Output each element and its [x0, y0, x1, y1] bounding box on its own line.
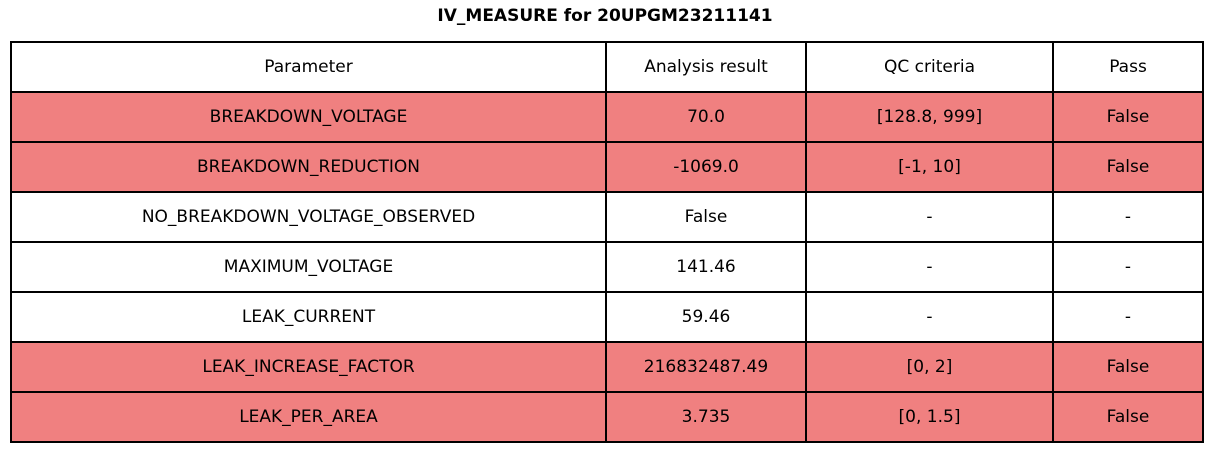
parameter-cell: LEAK_INCREASE_FACTOR	[10, 341, 607, 393]
qc-criteria-cell: [0, 1.5]	[805, 391, 1054, 443]
parameter-cell: BREAKDOWN_VOLTAGE	[10, 91, 607, 143]
pass-cell: -	[1052, 191, 1204, 243]
col-header-parameter: Parameter	[10, 41, 607, 93]
parameter-cell: LEAK_PER_AREA	[10, 391, 607, 443]
parameter-cell: MAXIMUM_VOLTAGE	[10, 241, 607, 293]
pass-cell: False	[1052, 91, 1204, 143]
qc-criteria-cell: -	[805, 241, 1054, 293]
analysis-result-cell: 70.0	[605, 91, 807, 143]
chart-title: IV_MEASURE for 20UPGM23211141	[437, 6, 773, 26]
pass-cell: False	[1052, 341, 1204, 393]
pass-cell: False	[1052, 391, 1204, 443]
analysis-result-cell: 59.46	[605, 291, 807, 343]
parameter-cell: BREAKDOWN_REDUCTION	[10, 141, 607, 193]
table-row: MAXIMUM_VOLTAGE 141.46 - -	[10, 241, 1204, 293]
analysis-result-cell: False	[605, 191, 807, 243]
parameter-cell: NO_BREAKDOWN_VOLTAGE_OBSERVED	[10, 191, 607, 243]
table-row: LEAK_CURRENT 59.46 - -	[10, 291, 1204, 343]
table-row: BREAKDOWN_VOLTAGE 70.0 [128.8, 999] Fals…	[10, 91, 1204, 143]
table-row: LEAK_PER_AREA 3.735 [0, 1.5] False	[10, 391, 1204, 443]
col-header-qc-criteria: QC criteria	[805, 41, 1054, 93]
qc-criteria-cell: -	[805, 191, 1054, 243]
pass-cell: -	[1052, 291, 1204, 343]
pass-cell: -	[1052, 241, 1204, 293]
parameter-cell: LEAK_CURRENT	[10, 291, 607, 343]
table-row: LEAK_INCREASE_FACTOR 216832487.49 [0, 2]…	[10, 341, 1204, 393]
qc-results-table: Parameter Analysis result QC criteria Pa…	[10, 41, 1204, 443]
col-header-analysis-result: Analysis result	[605, 41, 807, 93]
qc-criteria-cell: [0, 2]	[805, 341, 1054, 393]
analysis-result-cell: 141.46	[605, 241, 807, 293]
header-row: Parameter Analysis result QC criteria Pa…	[10, 41, 1204, 93]
qc-criteria-cell: -	[805, 291, 1054, 343]
pass-cell: False	[1052, 141, 1204, 193]
analysis-result-cell: -1069.0	[605, 141, 807, 193]
col-header-pass: Pass	[1052, 41, 1204, 93]
table-row: BREAKDOWN_REDUCTION -1069.0 [-1, 10] Fal…	[10, 141, 1204, 193]
qc-criteria-cell: [-1, 10]	[805, 141, 1054, 193]
qc-criteria-cell: [128.8, 999]	[805, 91, 1054, 143]
table-row: NO_BREAKDOWN_VOLTAGE_OBSERVED False - -	[10, 191, 1204, 243]
analysis-result-cell: 3.735	[605, 391, 807, 443]
analysis-result-cell: 216832487.49	[605, 341, 807, 393]
